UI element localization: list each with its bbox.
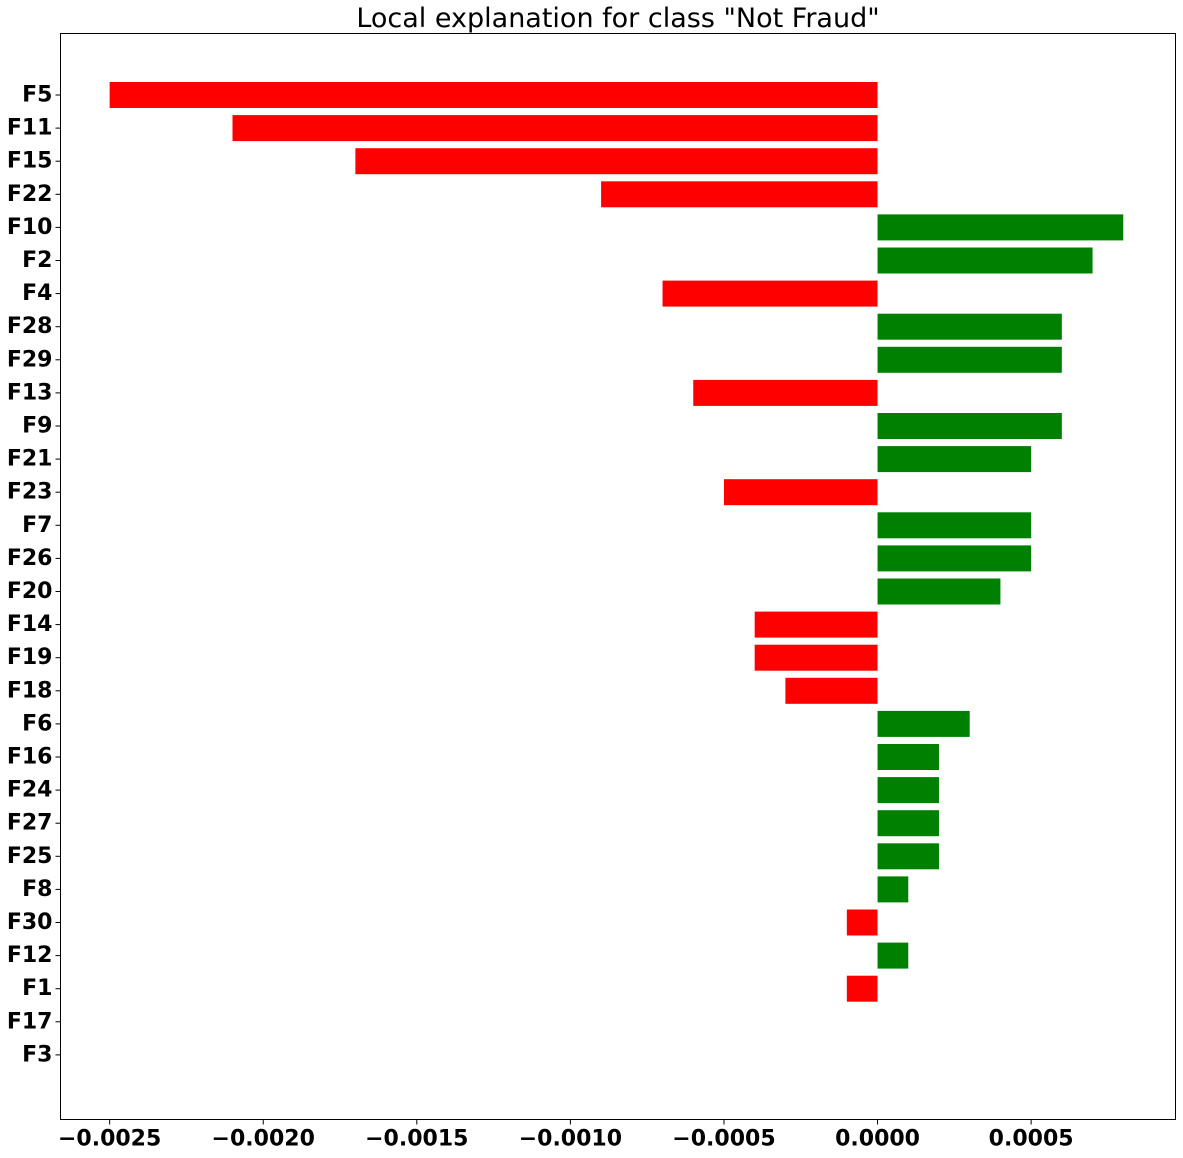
x-tick-label: −0.0020 xyxy=(212,1127,315,1152)
bar-f10 xyxy=(877,214,1124,241)
bars-layer xyxy=(109,82,1124,1002)
y-tick-label-f4: F4 xyxy=(22,281,52,306)
y-tick-label-f3: F3 xyxy=(22,1042,52,1067)
y-tick-label-f24: F24 xyxy=(7,778,53,803)
y-tick-label-f11: F11 xyxy=(7,116,53,141)
y-tick-label-f20: F20 xyxy=(7,579,53,604)
y-tick-label-f23: F23 xyxy=(7,480,53,505)
y-tick-label-f7: F7 xyxy=(22,513,52,538)
bar-f16 xyxy=(877,744,939,770)
bar-f25 xyxy=(877,843,939,870)
y-tick-label-f21: F21 xyxy=(7,447,53,472)
y-tick-label-f17: F17 xyxy=(7,1009,53,1034)
bar-f30 xyxy=(846,909,878,936)
x-tick-label: −0.0025 xyxy=(58,1127,161,1152)
bar-f11 xyxy=(232,115,878,142)
y-tick-label-f8: F8 xyxy=(22,877,52,902)
y-tick-label-f27: F27 xyxy=(7,811,53,836)
x-tick-label: 0.0005 xyxy=(989,1127,1074,1152)
y-tick-label-f25: F25 xyxy=(7,844,53,869)
x-axis: −0.0025 −0.0020 −0.0015 −0.0010 −0.0005 0.000… xyxy=(58,1119,1074,1152)
y-tick-label-f9: F9 xyxy=(22,414,52,439)
plot-frame xyxy=(60,33,1176,1120)
y-tick-label-f5: F5 xyxy=(22,83,52,108)
bar-f14 xyxy=(754,611,878,638)
bar-f28 xyxy=(877,313,1062,340)
bar-f7 xyxy=(877,512,1032,539)
x-tick-label: −0.0010 xyxy=(519,1127,622,1152)
y-tick-label-f18: F18 xyxy=(7,678,53,703)
bar-f21 xyxy=(877,446,1032,473)
y-tick-label-f2: F2 xyxy=(22,248,52,273)
bar-f22 xyxy=(601,181,878,208)
bar-f6 xyxy=(877,710,970,737)
bar-f27 xyxy=(877,810,939,837)
bar-f1 xyxy=(846,975,878,1002)
y-tick-label-f12: F12 xyxy=(7,943,53,968)
x-tick-label: 0.0000 xyxy=(835,1127,920,1152)
y-tick-label-f19: F19 xyxy=(7,645,53,670)
bar-f9 xyxy=(877,413,1062,439)
y-tick-label-f22: F22 xyxy=(7,182,53,207)
bar-f19 xyxy=(754,644,878,671)
bar-f4 xyxy=(662,280,878,307)
bar-f13 xyxy=(693,379,878,406)
bar-f20 xyxy=(877,578,1001,605)
bar-f18 xyxy=(785,677,878,704)
y-tick-label-f26: F26 xyxy=(7,546,53,571)
bar-f5 xyxy=(109,82,878,108)
y-tick-label-f29: F29 xyxy=(7,347,53,372)
bar-f29 xyxy=(877,346,1062,373)
y-tick-label-f16: F16 xyxy=(7,745,53,770)
x-tick-label: −0.0015 xyxy=(365,1127,468,1152)
bar-f8 xyxy=(877,876,909,903)
y-tick-label-f30: F30 xyxy=(7,910,53,935)
bar-f15 xyxy=(355,148,878,175)
chart-title: Local explanation for class "Not Fraud" xyxy=(356,3,879,34)
bar-f12 xyxy=(877,942,909,969)
y-tick-label-f15: F15 xyxy=(7,149,53,174)
x-tick-label: −0.0005 xyxy=(672,1127,775,1152)
bar-f23 xyxy=(723,479,878,506)
bar-f2 xyxy=(877,247,1093,274)
y-tick-label-f1: F1 xyxy=(22,976,52,1001)
y-tick-label-f14: F14 xyxy=(7,612,53,637)
y-tick-label-f6: F6 xyxy=(22,711,52,736)
bar-f26 xyxy=(877,545,1032,572)
y-axis: F5 F11 F15 F22 F10 F2 F4 F28 F29 F13 F9 F21 F23 F7 F26… xyxy=(7,83,61,1067)
y-tick-label-f10: F10 xyxy=(7,215,53,240)
y-tick-label-f13: F13 xyxy=(7,380,53,405)
y-tick-label-f28: F28 xyxy=(7,314,53,339)
bar-f24 xyxy=(877,777,939,804)
